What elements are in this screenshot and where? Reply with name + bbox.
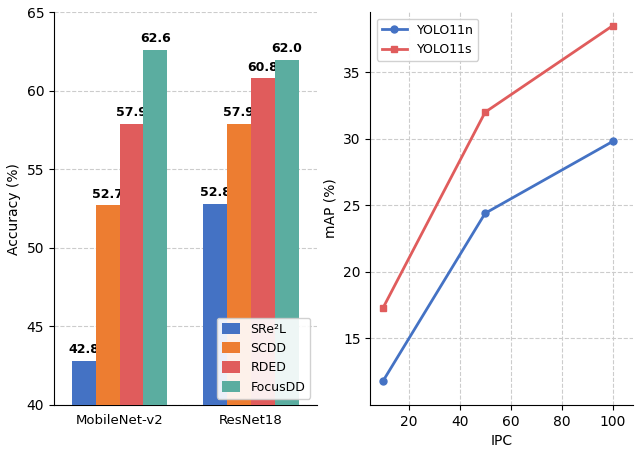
YOLO11s [609, 23, 616, 29]
YOLO11s [481, 110, 489, 115]
Bar [72, 361, 95, 455]
YOLO11n [380, 378, 387, 384]
Text: 62.6: 62.6 [140, 32, 171, 46]
Text: 57.9: 57.9 [223, 106, 254, 119]
Text: 62.0: 62.0 [271, 42, 302, 55]
Text: 52.8: 52.8 [200, 186, 230, 199]
Text: 60.8: 60.8 [248, 61, 278, 74]
Text: 42.8: 42.8 [68, 343, 99, 356]
Y-axis label: mAP (%): mAP (%) [323, 179, 337, 238]
Y-axis label: Accuracy (%): Accuracy (%) [7, 163, 21, 254]
Bar [227, 124, 251, 455]
X-axis label: IPC: IPC [491, 434, 513, 448]
Line: YOLO11n: YOLO11n [380, 138, 616, 384]
YOLO11s [380, 305, 387, 310]
Bar [120, 124, 143, 455]
Text: 57.9: 57.9 [116, 106, 147, 119]
Legend: YOLO11n, YOLO11s: YOLO11n, YOLO11s [376, 19, 479, 61]
YOLO11n [609, 139, 616, 144]
Bar [95, 206, 120, 455]
YOLO11n [481, 211, 489, 216]
Bar [143, 50, 167, 455]
Line: YOLO11s: YOLO11s [380, 22, 616, 311]
Text: 52.7: 52.7 [92, 188, 123, 201]
Bar [251, 78, 275, 455]
Bar [275, 60, 299, 455]
Bar [203, 204, 227, 455]
Legend: SRe²L, SCDD, RDED, FocusDD: SRe²L, SCDD, RDED, FocusDD [217, 318, 310, 399]
